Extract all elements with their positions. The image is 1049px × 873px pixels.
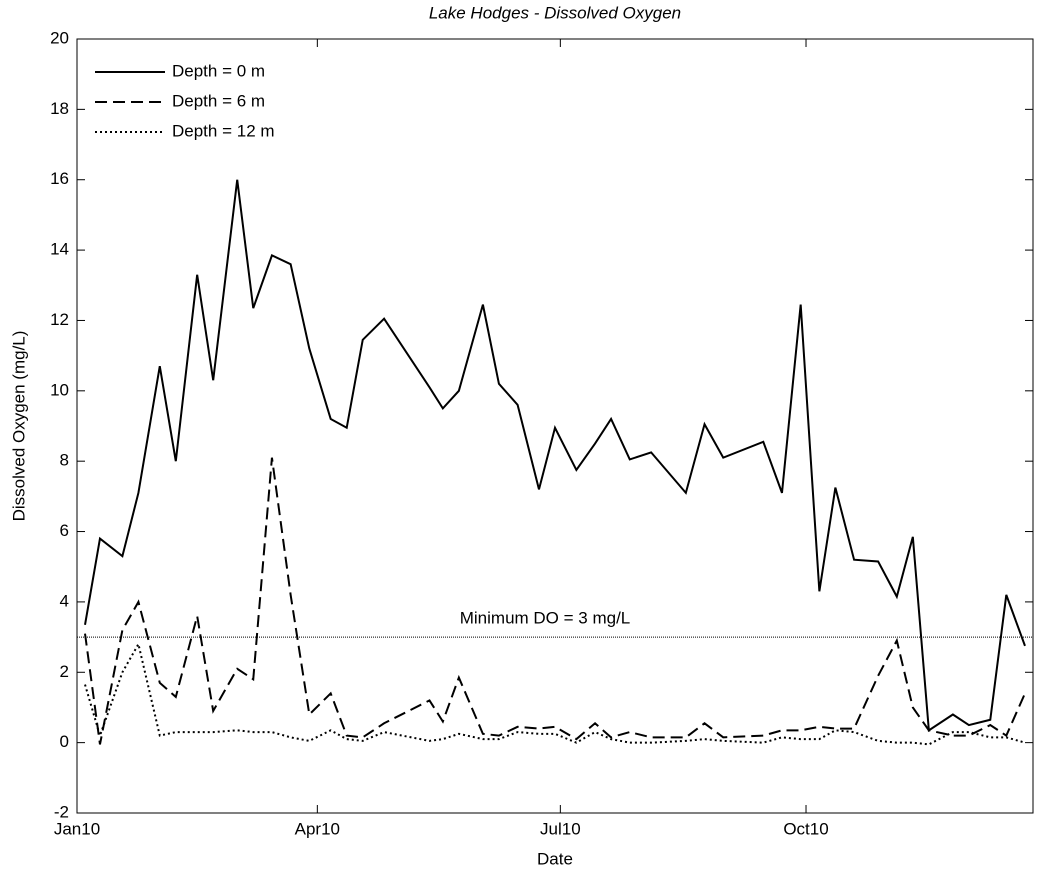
- legend-label: Depth = 6 m: [172, 91, 265, 110]
- y-tick-label: 8: [60, 451, 69, 470]
- legend-label: Depth = 12 m: [172, 121, 275, 140]
- y-tick-label: 0: [60, 732, 69, 751]
- y-axis-label: Dissolved Oxygen (mg/L): [9, 331, 28, 522]
- data-line: [84, 641, 1026, 746]
- y-tick-label: 12: [50, 310, 69, 329]
- y-tick-label: 2: [60, 662, 69, 681]
- chart-title: Lake Hodges - Dissolved Oxygen: [429, 3, 681, 22]
- x-tick-label: Jan10: [54, 819, 100, 838]
- plot-frame: [76, 38, 1034, 814]
- y-tick-label: 6: [60, 521, 69, 540]
- y-tick-label: 16: [50, 169, 69, 188]
- reference-label: Minimum DO = 3 mg/L: [460, 609, 631, 628]
- data-line: [84, 457, 1026, 745]
- y-tick-label: 10: [50, 380, 69, 399]
- legend-label: Depth = 0 m: [172, 61, 265, 80]
- y-tick-label: 14: [50, 240, 69, 259]
- y-tick-label: -2: [54, 802, 69, 821]
- data-line: [84, 179, 1026, 733]
- y-tick-label: 4: [60, 591, 69, 610]
- x-tick-label: Oct10: [783, 819, 828, 838]
- y-tick-label: 20: [50, 28, 69, 47]
- y-tick-label: 18: [50, 99, 69, 118]
- x-axis-label: Date: [537, 849, 573, 868]
- x-tick-label: Jul10: [540, 819, 581, 838]
- x-tick-label: Apr10: [295, 819, 340, 838]
